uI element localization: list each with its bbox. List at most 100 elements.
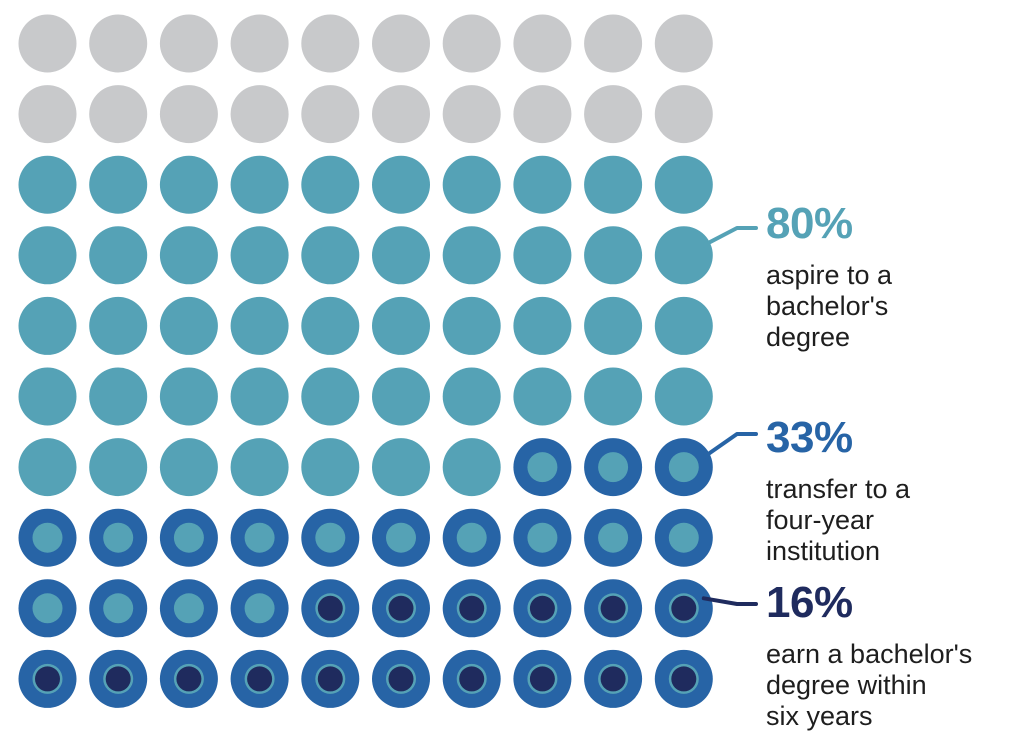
dot-transfer [18, 508, 77, 567]
dot-empty [654, 85, 713, 144]
stat-earn-value: 16% [766, 578, 853, 627]
dot-transfer [513, 438, 572, 497]
dot-empty [513, 85, 572, 144]
dot-aspire [584, 155, 643, 214]
dot-aspire [654, 367, 713, 426]
dot-earn [654, 579, 713, 638]
dot-aspire [18, 438, 77, 497]
dot-aspire [301, 367, 360, 426]
dot-transfer [89, 579, 148, 638]
stat-earn-description: earn a bachelor's degree within six year… [766, 639, 973, 731]
dot-aspire [89, 155, 148, 214]
dot-earn [442, 579, 501, 638]
dot-empty [89, 85, 148, 144]
callout-line-aspire [701, 226, 758, 248]
dot-aspire [442, 155, 501, 214]
callout-line-earn [701, 596, 758, 606]
dot-aspire [513, 155, 572, 214]
dot-aspire [230, 367, 289, 426]
dot-aspire [18, 367, 77, 426]
dot-aspire [442, 367, 501, 426]
dot-earn [230, 649, 289, 708]
dot-aspire [230, 226, 289, 285]
dot-aspire [372, 226, 430, 285]
dot-earn [584, 579, 643, 638]
dot-transfer [513, 508, 572, 567]
dot-aspire [159, 438, 218, 497]
dot-aspire [18, 296, 77, 355]
dot-aspire [442, 226, 501, 285]
dot-empty [654, 14, 713, 73]
dot-transfer [584, 508, 643, 567]
stat-transfer: 33% transfer to a four-year institution [766, 416, 910, 567]
dot-earn [584, 649, 643, 708]
dot-transfer [230, 579, 289, 638]
dot-empty [301, 85, 360, 144]
dot-transfer [442, 508, 501, 567]
stat-transfer-value: 33% [766, 413, 853, 462]
waffle-dots [18, 14, 713, 708]
dot-aspire [513, 367, 572, 426]
dot-empty [513, 14, 572, 73]
dot-earn [18, 649, 77, 708]
dot-earn [654, 649, 713, 708]
dot-aspire [89, 226, 148, 285]
dot-aspire [584, 226, 643, 285]
dot-transfer [230, 508, 289, 567]
dot-earn [301, 649, 360, 708]
dot-aspire [301, 226, 360, 285]
dot-aspire [301, 438, 360, 497]
dot-aspire [230, 296, 289, 355]
dot-aspire [372, 438, 430, 497]
dot-aspire [654, 296, 713, 355]
dot-earn [159, 649, 218, 708]
dot-earn [372, 579, 430, 638]
stat-aspire: 80% aspire to a bachelor's degree [766, 202, 892, 353]
dot-aspire [513, 226, 572, 285]
dot-empty [18, 85, 77, 144]
dot-earn [301, 579, 360, 638]
dot-empty [372, 14, 430, 73]
callout-line-transfer [701, 432, 758, 460]
dot-aspire [89, 438, 148, 497]
dot-empty [584, 14, 643, 73]
dot-aspire [230, 438, 289, 497]
dot-earn [513, 579, 572, 638]
dot-transfer [89, 508, 148, 567]
dot-earn [513, 649, 572, 708]
dot-empty [89, 14, 148, 73]
dot-transfer [159, 508, 218, 567]
stat-aspire-description: aspire to a bachelor's degree [766, 260, 893, 352]
dot-aspire [654, 226, 713, 285]
dot-transfer [159, 579, 218, 638]
dot-empty [159, 14, 218, 73]
dot-aspire [18, 155, 77, 214]
dot-empty [18, 14, 77, 73]
dot-aspire [584, 367, 643, 426]
dot-empty [584, 85, 643, 144]
dot-aspire [442, 438, 501, 497]
dot-transfer [301, 508, 360, 567]
dot-aspire [372, 296, 430, 355]
dot-aspire [18, 226, 77, 285]
dot-transfer [584, 438, 643, 497]
dot-transfer [654, 438, 713, 497]
stat-earn: 16% earn a bachelor's degree within six … [766, 581, 972, 732]
dot-aspire [230, 155, 289, 214]
dot-empty [230, 14, 289, 73]
dot-aspire [372, 367, 430, 426]
dot-earn [89, 649, 148, 708]
dot-aspire [301, 155, 360, 214]
stat-transfer-description: transfer to a four-year institution [766, 474, 911, 566]
dot-aspire [89, 296, 148, 355]
dot-aspire [159, 296, 218, 355]
dot-empty [442, 85, 501, 144]
dot-aspire [159, 226, 218, 285]
dot-transfer [18, 579, 77, 638]
dot-empty [442, 14, 501, 73]
dot-aspire [372, 155, 430, 214]
dot-aspire [159, 367, 218, 426]
dot-transfer [372, 508, 430, 567]
dot-earn [372, 649, 430, 708]
